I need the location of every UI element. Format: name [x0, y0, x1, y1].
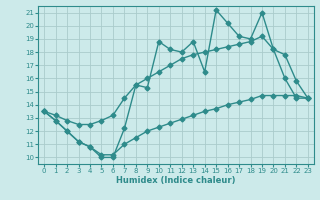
X-axis label: Humidex (Indice chaleur): Humidex (Indice chaleur) [116, 176, 236, 185]
